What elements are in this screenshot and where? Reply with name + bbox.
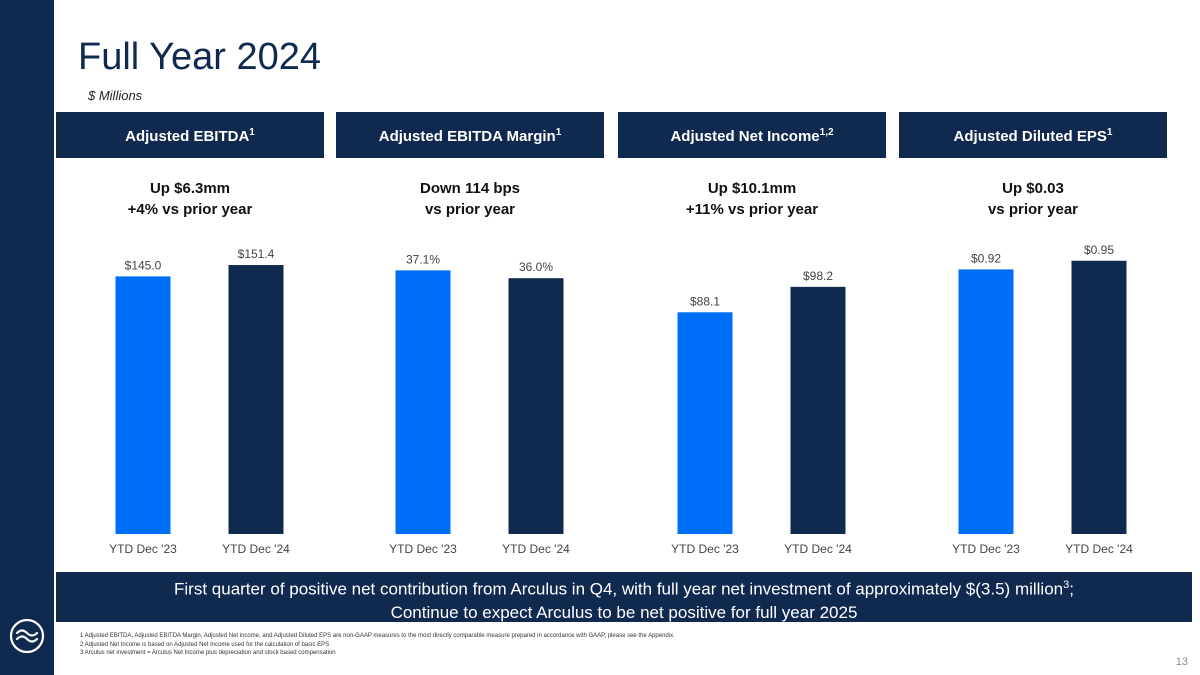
- side-bar: [0, 0, 54, 675]
- bar-ytd-dec-24: [790, 286, 846, 534]
- summary-line-1-end: ;: [1069, 579, 1074, 599]
- data-label: $0.95: [1084, 243, 1114, 257]
- delta-text: Up $0.03 vs prior year: [899, 178, 1167, 220]
- x-tick-label: YTD Dec '24: [222, 542, 290, 556]
- footnote-ref: 1: [555, 127, 562, 138]
- x-tick-label: YTD Dec '24: [784, 542, 852, 556]
- x-tick-label: YTD Dec '23: [671, 542, 739, 556]
- delta-line-1: Up $6.3mm: [149, 180, 231, 197]
- x-tick-label: YTD Dec '24: [502, 542, 570, 556]
- footnote-2: 2 Adjusted Net Income is based on Adjust…: [80, 641, 330, 648]
- data-label: $145.0: [125, 258, 162, 272]
- bar-ytd-dec-23: [395, 270, 451, 534]
- chart-adjusted-ebitda-margin: 37.1% YTD Dec '23 36.0% YTD Dec '24: [389, 252, 570, 556]
- panel-header: Adjusted Net Income1,2: [618, 112, 886, 158]
- delta-line-1: Down 114 bps: [419, 180, 521, 197]
- summary-line-1: First quarter of positive net contributi…: [56, 574, 1192, 601]
- summary-banner: First quarter of positive net contributi…: [56, 572, 1192, 622]
- chart-adjusted-diluted-eps: $0.92 YTD Dec '23 $0.95 YTD Dec '24: [952, 243, 1133, 556]
- panel-adjusted-diluted-eps: Adjusted Diluted EPS1 Up $0.03 vs prior …: [899, 112, 1167, 557]
- data-label: 37.1%: [406, 252, 440, 266]
- summary-line-1-text: First quarter of positive net contributi…: [174, 579, 1064, 599]
- data-label: $98.2: [803, 269, 833, 283]
- panel-title: Adjusted Net Income: [670, 128, 820, 145]
- data-label: $88.1: [690, 294, 720, 308]
- delta-text: Up $6.3mm +4% vs prior year: [56, 178, 324, 220]
- footnote-ref: 1,2: [819, 127, 834, 138]
- bar-ytd-dec-23: [958, 269, 1014, 534]
- panel-header: Adjusted EBITDA1: [56, 112, 324, 158]
- footnotes: 1 Adjusted EBITDA, Adjusted EBITDA Margi…: [80, 632, 675, 658]
- footnote-ref: 1: [249, 127, 255, 138]
- delta-line-2: +4% vs prior year: [127, 201, 253, 218]
- summary-line-2: Continue to expect Arculus to be net pos…: [390, 602, 858, 622]
- page-title: Full Year 2024: [78, 36, 321, 78]
- chart-adjusted-net-income: $88.1 YTD Dec '23 $98.2 YTD Dec '24: [671, 269, 852, 556]
- panel-adjusted-net-income: Adjusted Net Income1,2 Up $10.1mm +11% v…: [618, 112, 886, 557]
- delta-line-1: Up $10.1mm: [707, 180, 797, 197]
- company-logo-icon: [9, 618, 45, 654]
- x-tick-label: YTD Dec '23: [389, 542, 457, 556]
- footnote-1: 1 Adjusted EBITDA, Adjusted EBITDA Margi…: [80, 633, 675, 639]
- delta-text: Up $10.1mm +11% vs prior year: [618, 178, 886, 220]
- bar-ytd-dec-24: [508, 278, 564, 534]
- data-label: $0.92: [971, 251, 1001, 265]
- x-tick-label: YTD Dec '24: [1065, 542, 1133, 556]
- chart-adjusted-ebitda: $145.0 YTD Dec '23 $151.4 YTD Dec '24: [109, 247, 290, 556]
- units-label: $ Millions: [88, 88, 143, 103]
- bar-ytd-dec-23: [677, 312, 733, 534]
- footnote-ref: 1: [1106, 127, 1113, 138]
- panel-header: Adjusted EBITDA Margin1: [336, 112, 604, 158]
- data-label: 36.0%: [519, 260, 553, 274]
- page-number: 13: [1175, 656, 1188, 668]
- panel-title: Adjusted Diluted EPS: [953, 128, 1107, 145]
- bar-ytd-dec-23: [115, 276, 171, 534]
- delta-line-2: vs prior year: [987, 201, 1079, 218]
- panel-adjusted-ebitda: Adjusted EBITDA1 Up $6.3mm +4% vs prior …: [56, 112, 324, 557]
- data-label: $151.4: [238, 247, 275, 261]
- x-tick-label: YTD Dec '23: [109, 542, 177, 556]
- delta-text: Down 114 bps vs prior year: [336, 178, 604, 220]
- footnote-ref: 3: [1063, 579, 1070, 591]
- footnote-3: 3 Arculus net investment = Arculus Net I…: [80, 650, 336, 656]
- delta-line-1: Up $0.03: [1002, 180, 1064, 197]
- panel-adjusted-ebitda-margin: Adjusted EBITDA Margin1 Down 114 bps vs …: [336, 112, 604, 557]
- bar-ytd-dec-24: [1071, 260, 1127, 534]
- panel-title: Adjusted EBITDA: [125, 128, 250, 145]
- x-tick-label: YTD Dec '23: [952, 542, 1020, 556]
- panel-title: Adjusted EBITDA Margin: [378, 128, 556, 145]
- bar-ytd-dec-24: [228, 265, 284, 534]
- delta-line-2: +11% vs prior year: [685, 201, 819, 218]
- panel-header: Adjusted Diluted EPS1: [899, 112, 1167, 158]
- delta-line-2: vs prior year: [424, 201, 516, 218]
